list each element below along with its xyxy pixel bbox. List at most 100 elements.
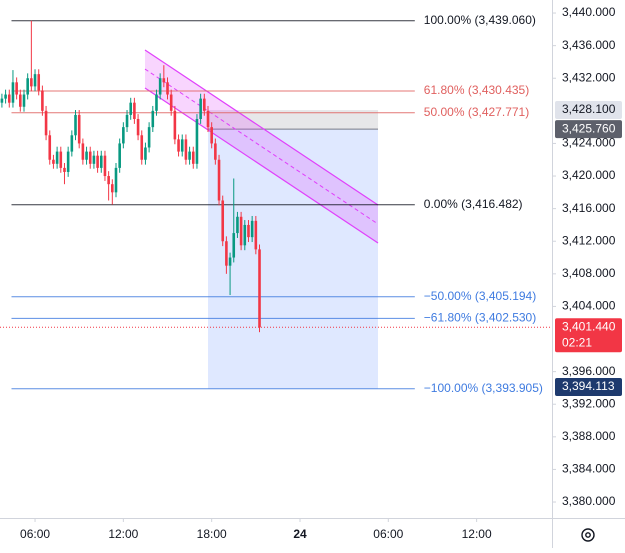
candle-body — [63, 167, 66, 172]
candle-body — [7, 94, 11, 103]
price-badge: 3,401.440 02:21 — [555, 318, 622, 353]
position-stop-zone — [207, 110, 379, 130]
price-badge: 3,425.760 — [555, 120, 622, 139]
candle-body — [155, 94, 158, 111]
candle-body — [239, 216, 243, 246]
candle-body — [4, 94, 7, 99]
candle-body — [122, 127, 125, 144]
y-tick-label: 3,416.000 — [562, 201, 616, 215]
fib-level-label: 50.00% (3,427.771) — [424, 105, 529, 119]
candle-body — [30, 78, 33, 87]
candle-body — [191, 151, 195, 164]
price-badge-box — [555, 120, 622, 139]
y-tick-label: 3,396.000 — [562, 364, 616, 378]
candle-body — [206, 110, 210, 128]
fib-level-label: 61.80% (3,430.435) — [424, 83, 529, 97]
candle-body — [225, 241, 228, 266]
candle-body — [81, 143, 85, 160]
candle-body — [74, 114, 77, 136]
y-tick-label: 3,388.000 — [562, 429, 616, 443]
candle-body — [99, 155, 103, 168]
candle-body — [254, 220, 258, 250]
candle-body — [92, 155, 96, 164]
y-tick-label: 3,436.000 — [562, 38, 616, 52]
y-tick-label: 3,412.000 — [562, 233, 616, 247]
candle-body — [37, 74, 41, 91]
price-badge-box — [555, 318, 622, 353]
candle-body — [70, 135, 74, 152]
drawing-labels: 100.00% (3,439.060) 61.80% (3,430.435) 50.… — [424, 13, 543, 395]
price-badge-label: 3,428.100 — [562, 102, 616, 116]
channel-mid — [144, 68, 379, 225]
candle-body — [232, 233, 236, 258]
candle-body — [52, 159, 55, 164]
candle-body — [133, 102, 136, 119]
plot-area: 100.00% (3,439.060) 61.80% (3,430.435) 50.… — [0, 13, 552, 395]
channel-band — [144, 50, 379, 244]
candle-body — [44, 110, 48, 136]
y-tick-label: 3,408.000 — [562, 266, 616, 280]
candle-body — [203, 98, 206, 111]
candle-body — [258, 249, 261, 328]
drawings — [0, 20, 552, 390]
candle-body — [136, 118, 140, 136]
candle-body — [96, 155, 99, 168]
candle-body — [107, 176, 110, 185]
price-badge-label: 3,425.760 — [562, 121, 616, 135]
settings-icon[interactable] — [581, 528, 595, 542]
price-badge-label: 3,394.113 — [562, 379, 615, 393]
candle-body — [111, 184, 114, 193]
candle-body — [214, 143, 217, 160]
candle-body — [88, 151, 92, 164]
gear-outer — [581, 528, 595, 542]
candle-body — [85, 151, 88, 160]
candle-body — [41, 90, 44, 111]
channel-upper — [144, 49, 379, 206]
price-badge-box — [555, 378, 622, 397]
position-target-zone — [207, 129, 379, 389]
x-tick-label: 24 — [293, 527, 307, 541]
candle-body — [221, 200, 225, 242]
candle-body — [129, 102, 133, 115]
candle-body — [11, 82, 15, 103]
candles — [0, 20, 261, 333]
candle-body — [118, 143, 121, 168]
y-tick-label: 3,424.000 — [562, 136, 616, 150]
fib-level-label: 100.00% (3,439.060) — [424, 13, 536, 27]
candle-body — [140, 135, 144, 160]
candle-body — [169, 94, 173, 111]
candle-body — [243, 224, 247, 246]
candle-body — [162, 78, 166, 83]
candle-body — [103, 155, 107, 177]
candle-body — [158, 78, 162, 95]
y-tick-label: 3,384.000 — [562, 462, 616, 476]
candle-body — [114, 167, 118, 193]
candle-body — [26, 78, 29, 95]
candle-body — [151, 110, 155, 128]
candle-body — [199, 98, 202, 119]
candle-body — [55, 151, 59, 164]
candle-body — [173, 110, 177, 140]
candle-body — [125, 114, 129, 128]
fib-level-label: 0.00% (3,416.482) — [424, 197, 523, 211]
x-tick-label: 06:00 — [20, 527, 50, 541]
candle-body — [22, 94, 26, 107]
candle-body — [188, 151, 191, 160]
fib-level-label: −100.00% (3,393.905) — [424, 381, 543, 395]
channel-lower — [144, 87, 379, 244]
price-badge: 3,428.100 — [555, 101, 622, 120]
y-tick-label: 3,440.000 — [562, 5, 616, 19]
price-badge: 3,394.113 — [555, 378, 622, 397]
candle-body — [177, 139, 180, 152]
x-tick-label: 12:00 — [108, 527, 138, 541]
y-tick-label: 3,404.000 — [562, 299, 616, 313]
candle-body — [59, 151, 63, 168]
candle-body — [247, 224, 250, 238]
candle-body — [77, 114, 81, 144]
price-badge-label: 3,401.440 — [562, 319, 616, 333]
candle-body — [250, 220, 254, 238]
candle-body — [144, 147, 147, 160]
price-badge-box — [555, 101, 622, 120]
